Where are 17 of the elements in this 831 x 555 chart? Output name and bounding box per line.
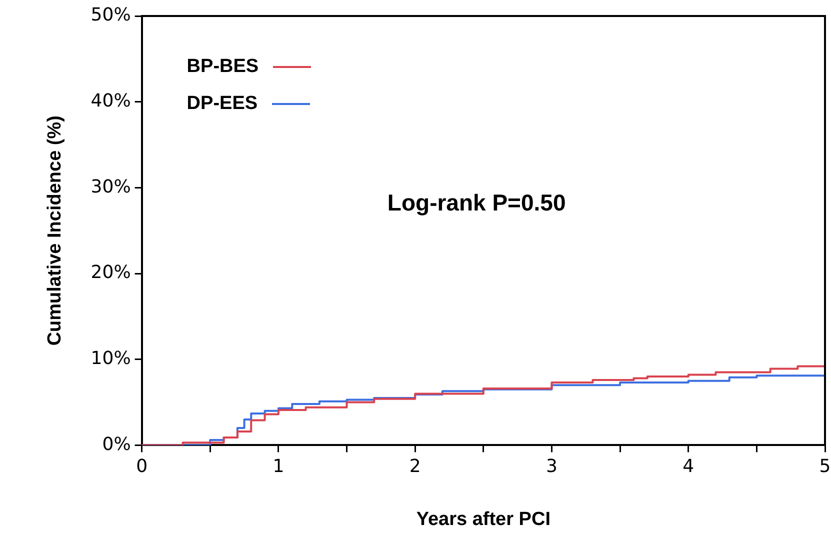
x-axis-title: Years after PCI [416, 508, 550, 530]
y-tick-label: 50% [90, 4, 131, 26]
y-tick-label: 10% [90, 348, 131, 370]
y-tick-label: 20% [90, 262, 131, 284]
legend-label: BP-BES [186, 56, 259, 78]
x-tick-label: 0 [136, 456, 148, 477]
y-tick-label: 40% [90, 90, 131, 112]
x-tick-label: 1 [272, 456, 284, 477]
y-tick-label: 30% [90, 176, 131, 198]
x-tick-label: 2 [409, 456, 421, 477]
legend-label: DP-EES [186, 93, 258, 115]
x-tick-label: 4 [682, 456, 694, 477]
annotation: Log-rank P=0.50 [387, 189, 566, 216]
y-axis-title: Cumulative Incidence (%) [44, 116, 66, 346]
x-tick-label: 3 [546, 456, 558, 477]
x-tick-label: 5 [819, 456, 831, 477]
y-tick-label: 0% [102, 434, 131, 455]
